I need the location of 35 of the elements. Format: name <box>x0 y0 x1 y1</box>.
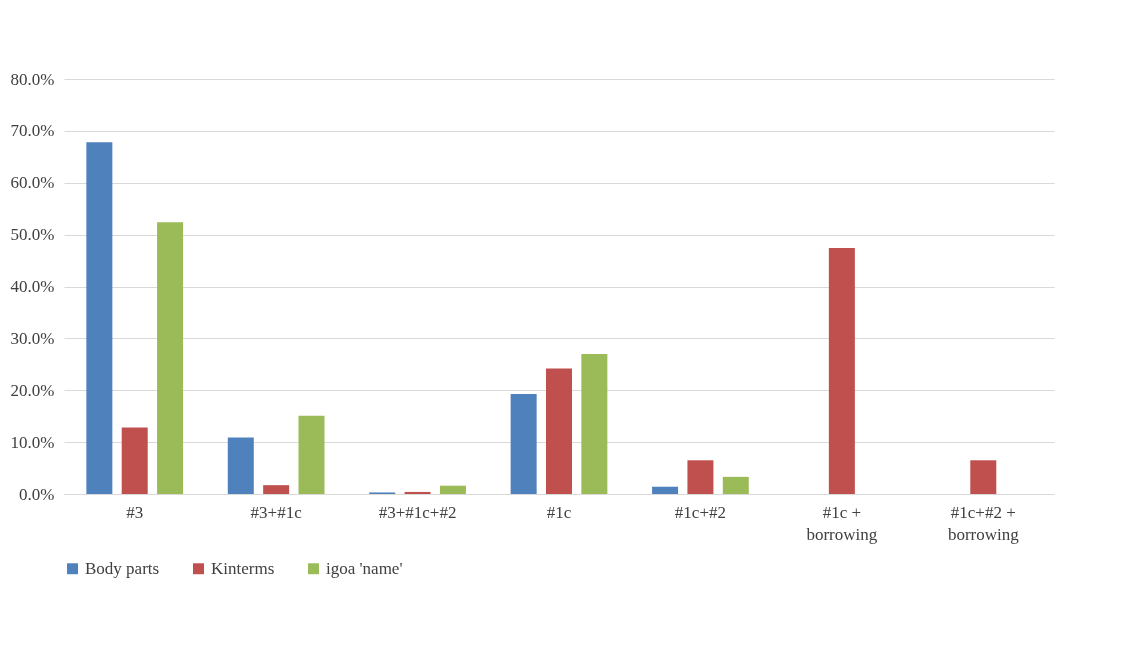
bar <box>298 415 325 494</box>
bar <box>263 485 290 494</box>
bar <box>157 222 184 494</box>
y-tick-label: 50.0% <box>10 225 55 245</box>
legend-label: Kinterms <box>211 558 275 578</box>
bar <box>227 437 254 494</box>
x-tick-label: #1c+#2 + borrowing <box>947 502 1020 544</box>
y-tick-label: 30.0% <box>10 328 55 348</box>
y-tick-label: 10.0% <box>10 432 55 452</box>
y-tick-label: 0.0% <box>19 484 55 504</box>
y-tick-label: 40.0% <box>10 277 55 296</box>
bar <box>687 460 714 494</box>
x-tick-label: #3+#1c+#2 <box>378 502 457 522</box>
x-tick-label: #3+#1c <box>250 502 303 522</box>
bar <box>404 491 431 494</box>
bar <box>439 485 466 494</box>
bar <box>581 353 608 494</box>
y-tick-label: 80.0% <box>10 69 55 89</box>
y-tick-label: 60.0% <box>10 173 55 193</box>
bar <box>970 460 997 494</box>
x-tick-label: #1c + borrowing <box>806 502 878 544</box>
x-tick-label: #1c <box>546 502 572 522</box>
legend-label: Body parts <box>85 558 160 578</box>
x-tick-label: #3 <box>126 502 144 522</box>
y-tick-label: 20.0% <box>10 380 55 400</box>
legend-label: igoa 'name' <box>326 558 403 578</box>
y-tick-label: 70.0% <box>10 121 55 141</box>
bar <box>510 393 537 494</box>
bar <box>652 486 679 494</box>
bar <box>722 476 749 494</box>
x-tick-label: #1c+#2 <box>674 502 726 522</box>
bar <box>546 368 572 494</box>
bar <box>121 427 148 494</box>
bar <box>86 142 113 494</box>
bar <box>828 248 855 494</box>
